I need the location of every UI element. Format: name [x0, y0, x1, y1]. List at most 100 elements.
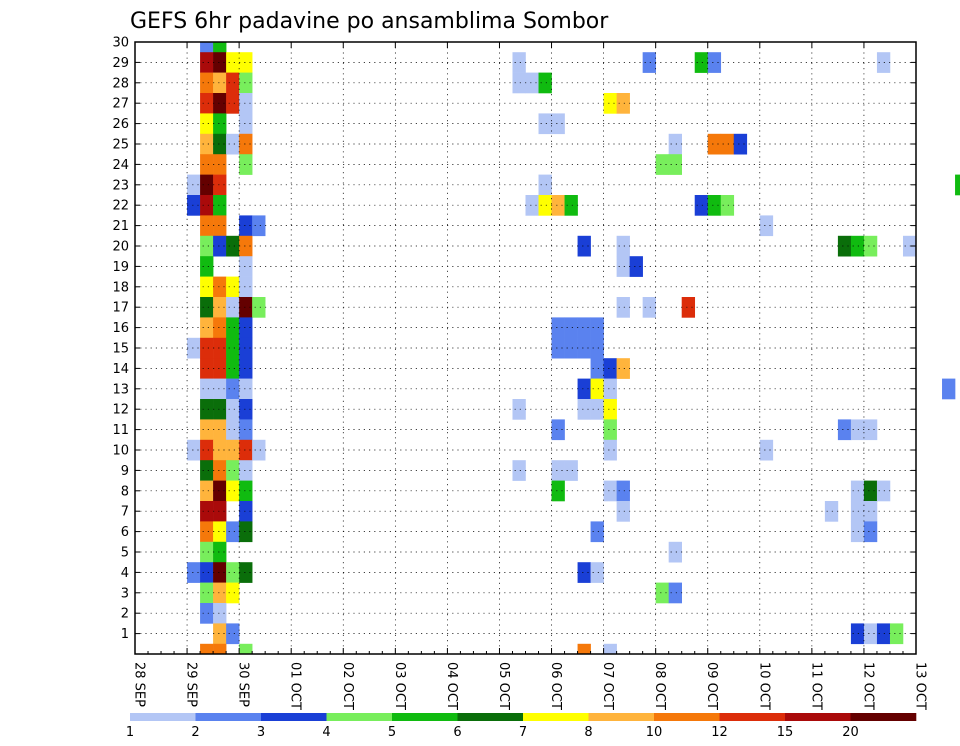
- y-tick-label: 2: [121, 607, 129, 622]
- heatmap-cell: [226, 52, 240, 73]
- heatmap-cell: [226, 235, 240, 257]
- colorbar-label: 7: [519, 725, 527, 740]
- heatmap-cell: [252, 439, 266, 461]
- heatmap-cell: [876, 52, 891, 73]
- heatmap-cell: [213, 643, 227, 655]
- heatmap-cell: [681, 297, 696, 318]
- heatmap-cell: [837, 235, 852, 257]
- colorbar-swatch: [130, 713, 196, 721]
- heatmap-cell: [213, 42, 227, 53]
- heatmap-cell: [863, 521, 878, 543]
- x-tick-label: 08 OCT: [652, 662, 667, 710]
- heatmap-cell: [213, 72, 227, 94]
- heatmap-cell: [616, 358, 630, 379]
- heatmap-cell: [200, 643, 214, 655]
- heatmap-cell: [226, 378, 240, 400]
- colorbar-label: 8: [584, 725, 592, 740]
- heatmap-cell: [226, 480, 240, 502]
- heatmap-cell: [239, 154, 253, 175]
- heatmap-cell: [642, 297, 656, 318]
- heatmap-cell: [603, 643, 617, 655]
- heatmap-cell: [187, 562, 201, 583]
- x-tick-label: 05 OCT: [496, 662, 511, 710]
- heatmap-cell: [200, 276, 214, 298]
- y-tick-label: 17: [112, 301, 129, 316]
- heatmap-cell: [213, 419, 227, 441]
- heatmap-cell: [252, 215, 266, 237]
- heatmap-cell: [200, 419, 214, 441]
- heatmap-cell: [239, 276, 253, 298]
- plot-frame: [134, 41, 917, 655]
- heatmap-cell: [889, 623, 904, 645]
- heatmap-cell: [720, 195, 735, 216]
- heatmap-cell: [200, 358, 214, 379]
- heatmap-cell: [863, 235, 878, 257]
- heatmap-cell: [187, 439, 201, 461]
- heatmap-cell: [577, 562, 591, 583]
- heatmap-cell: [603, 399, 617, 420]
- heatmap-cell: [213, 460, 227, 481]
- heatmap-cell: [226, 460, 240, 481]
- heatmap-cell: [564, 317, 578, 339]
- heatmap-cell: [239, 501, 253, 522]
- heatmap-cell: [200, 541, 214, 563]
- colorbar-swatch: [719, 713, 786, 721]
- y-tick-label: 12: [112, 403, 129, 418]
- heatmap-cell: [252, 297, 266, 318]
- heatmap-cell: [213, 317, 227, 339]
- heatmap-cell: [226, 276, 240, 298]
- heatmap-cell: [837, 419, 852, 441]
- x-tick-label: 07 OCT: [600, 662, 615, 710]
- y-tick-label: 25: [112, 138, 129, 153]
- heatmap-cell: [239, 133, 253, 155]
- heatmap-cell: [239, 643, 253, 655]
- heatmap-cell: [213, 93, 227, 114]
- heatmap-cell: [239, 72, 253, 94]
- heatmap-cell: [759, 215, 774, 237]
- heatmap-cell: [200, 480, 214, 502]
- heatmap-cell: [200, 52, 214, 73]
- heatmap-cell: [200, 582, 214, 604]
- heatmap-cell: [239, 317, 253, 339]
- y-tick-label: 11: [112, 423, 129, 438]
- x-tick-label: 29 SEP: [184, 662, 199, 707]
- heatmap-cell: [616, 297, 630, 318]
- chart-title: GEFS 6hr padavine po ansamblima Sombor: [130, 9, 609, 34]
- heatmap-cell: [200, 337, 214, 359]
- heatmap-cell: [239, 521, 253, 543]
- y-tick-label: 28: [112, 76, 129, 91]
- heatmap-cell: [850, 480, 865, 502]
- heatmap-cell: [226, 297, 240, 318]
- heatmap-cell: [239, 460, 253, 481]
- colorbar-swatch: [392, 713, 458, 721]
- heatmap-cell: [512, 72, 526, 94]
- heatmap-cell: [239, 93, 253, 114]
- heatmap-cell: [590, 358, 604, 379]
- y-tick-label: 7: [121, 505, 129, 520]
- heatmap-cell: [590, 317, 604, 339]
- heatmap-cell: [850, 235, 865, 257]
- heatmap-cell: [200, 256, 214, 277]
- y-tick-label: 3: [121, 586, 129, 601]
- y-tick-label: 1: [121, 627, 129, 642]
- heatmap-cell: [564, 195, 578, 216]
- heatmap-cell: [577, 337, 591, 359]
- y-tick-label: 26: [112, 117, 129, 132]
- heatmap-cell: [226, 358, 240, 379]
- heatmap-cell: [590, 337, 604, 359]
- heatmap-cell: [668, 582, 682, 604]
- heatmap-cell: [642, 52, 656, 73]
- colorbar-swatch: [588, 713, 655, 721]
- x-tick-label: 03 OCT: [392, 662, 407, 710]
- heatmap-cell: [213, 501, 227, 522]
- heatmap-cell: [239, 337, 253, 359]
- heatmap-cell: [850, 521, 865, 543]
- heatmap-cell: [239, 215, 253, 237]
- heatmap-cell: [200, 378, 214, 400]
- heatmap-cell: [616, 480, 630, 502]
- heatmap-cell: [577, 235, 591, 257]
- heatmap-cell: [213, 52, 227, 73]
- heatmap-cell: [213, 215, 227, 237]
- heatmap-cell: [213, 582, 227, 604]
